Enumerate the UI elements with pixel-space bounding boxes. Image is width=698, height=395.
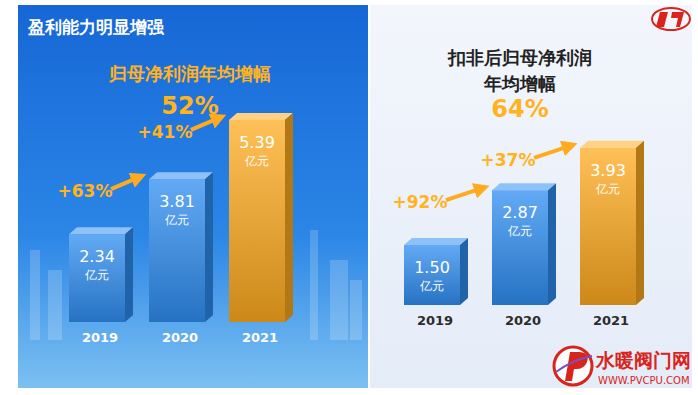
- data-label: 3.81 亿元: [159, 192, 195, 227]
- logo-ring: [652, 8, 690, 30]
- watermark-name: 水暖阀门网: [595, 349, 691, 371]
- category-label: 2021: [593, 313, 629, 328]
- bar-side: [460, 238, 468, 305]
- logo: [652, 8, 690, 30]
- canvas: 盈利能力明显增强归母净利润年均增幅 52% 2.34 亿元 2019 3.81 亿元 2020…: [0, 0, 698, 395]
- logo-stroke: [671, 12, 684, 27]
- bar-side: [285, 113, 293, 322]
- watermark-logo: [554, 347, 592, 385]
- bar: [229, 120, 285, 322]
- data-label-part: 2.34: [79, 247, 115, 266]
- category-label: 2020: [162, 330, 198, 345]
- skyline-shape: [48, 270, 62, 340]
- growth-label: +37%: [481, 150, 536, 170]
- chart: 扣非后归母净利润年均增幅64% 1.50 亿元 2019 2.87 亿元 2020 3.93 亿…: [393, 47, 644, 328]
- subtitle: 年均增幅: [483, 73, 556, 94]
- category-label: 2019: [417, 313, 453, 328]
- data-label-part: 亿元: [507, 224, 532, 238]
- data-label: 2.87 亿元: [502, 203, 538, 238]
- growth-label: +92%: [393, 192, 448, 212]
- bar-side: [125, 227, 133, 322]
- bar: [404, 245, 460, 305]
- bar-top: [492, 183, 556, 190]
- bar: [492, 190, 548, 305]
- data-label: 1.50 亿元: [414, 258, 450, 293]
- watermark-url: WWW.PVCPU.COM: [598, 375, 690, 386]
- bar-top: [229, 113, 293, 120]
- headline: 64%: [491, 95, 548, 123]
- data-label: 2.34 亿元: [79, 247, 115, 282]
- data-label-part: 亿元: [595, 182, 620, 196]
- category-label: 2019: [82, 330, 118, 345]
- data-label-part: 3.81: [159, 192, 195, 211]
- bars: [404, 141, 644, 305]
- skyline-shape: [350, 280, 362, 340]
- growth-arrow: [446, 188, 482, 200]
- logo-stroke: [656, 12, 668, 27]
- skyline-shape: [310, 230, 318, 340]
- watermark: 水暖阀门网 WWW.PVCPU.COM: [554, 347, 691, 386]
- growth-label: +63%: [58, 181, 113, 201]
- data-label-part: 亿元: [164, 213, 189, 227]
- panel-right: [370, 5, 692, 388]
- bar-side: [205, 172, 213, 322]
- watermark-logo-p: [565, 352, 588, 381]
- bar-top: [69, 227, 133, 234]
- bar: [69, 234, 125, 322]
- chart: 归母净利润年均增幅 52% 2.34 亿元 2019 3.81 亿元 2020 5.39 亿元 20…: [58, 63, 293, 345]
- root: 盈利能力明显增强归母净利润年均增幅 52% 2.34 亿元 2019 3.81 亿元 2020…: [0, 0, 698, 395]
- header-title: 盈利能力明显增强: [27, 17, 165, 37]
- data-label-part: 亿元: [419, 279, 444, 293]
- category-label: 2020: [505, 313, 541, 328]
- watermark-logo-swoosh: [556, 356, 592, 372]
- subtitle: 扣非后归母净利润: [447, 47, 592, 68]
- data-label-part: 1.50: [414, 258, 450, 277]
- bar: [149, 179, 205, 322]
- panel-left: [18, 5, 368, 388]
- data-label-part: 5.39: [239, 133, 275, 152]
- data-label: 3.93 亿元: [590, 161, 626, 196]
- data-label-part: 3.93: [590, 161, 626, 180]
- bars: [69, 113, 293, 322]
- growth-arrow: [534, 146, 570, 158]
- bar-top: [404, 238, 468, 245]
- data-label-part: 亿元: [244, 154, 269, 168]
- growth-arrow: [111, 177, 139, 189]
- growth-label: +41%: [138, 122, 193, 142]
- skyline-shape: [330, 260, 348, 340]
- subtitle: 归母净利润年均增幅: [108, 63, 271, 84]
- data-label: 5.39 亿元: [239, 133, 275, 168]
- data-label-part: 亿元: [84, 268, 109, 282]
- headline: 52%: [161, 92, 218, 120]
- bar-top: [149, 172, 213, 179]
- bar-side: [548, 183, 556, 305]
- data-label-part: 2.87: [502, 203, 538, 222]
- growth-arrow: [191, 118, 219, 130]
- bar: [580, 148, 636, 305]
- skyline-shape: [30, 250, 40, 340]
- category-label: 2021: [242, 330, 278, 345]
- bar-side: [636, 141, 644, 305]
- bar-top: [580, 141, 644, 148]
